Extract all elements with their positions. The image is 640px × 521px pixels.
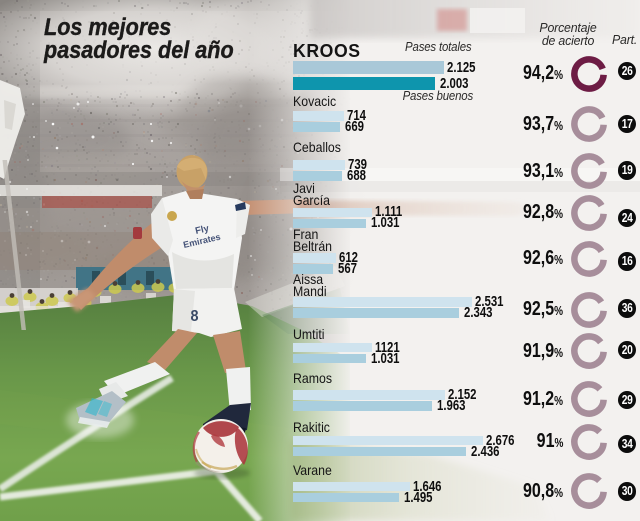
svg-text:Fly: Fly	[194, 223, 211, 237]
svg-text:8: 8	[191, 307, 199, 325]
